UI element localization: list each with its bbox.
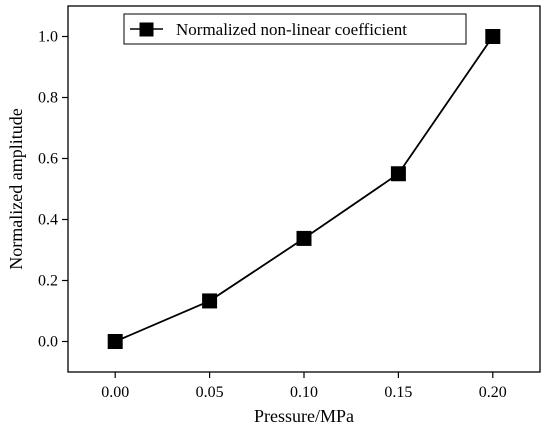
x-tick-label: 0.10 [290, 384, 318, 401]
x-tick-label: 0.15 [384, 384, 412, 401]
y-axis-title: Normalized amplitude [6, 108, 26, 269]
series-layer [107, 29, 501, 349]
x-tick-label: 0.00 [101, 384, 129, 401]
legend-box [123, 13, 467, 45]
legend: Normalized non-linear coefficient [123, 13, 467, 45]
y-tick-label: 0.2 [38, 273, 58, 290]
data-point [296, 230, 312, 246]
data-point [202, 293, 218, 309]
legend-label: Normalized non-linear coefficient [176, 20, 407, 39]
plot-frame [67, 5, 541, 373]
legend-marker [139, 22, 154, 37]
x-tick-label: 0.05 [196, 384, 224, 401]
series-line [114, 35, 494, 343]
x-tick-label: 0.20 [479, 384, 507, 401]
y-tick-label: 0.8 [38, 90, 58, 107]
y-tick-label: 0.6 [38, 151, 58, 168]
y-tick-label: 1.0 [38, 29, 58, 46]
x-axis-title: Pressure/MPa [254, 406, 354, 426]
data-point [390, 166, 406, 182]
y-axis-ticks: 0.0 0.2 0.4 0.6 0.8 1.0 [38, 29, 68, 351]
data-point [485, 29, 501, 44]
x-axis-ticks: 0.00 0.05 0.10 0.15 0.20 [101, 372, 507, 401]
y-tick-label: 0.4 [38, 212, 58, 229]
y-tick-label: 0.0 [38, 334, 58, 351]
data-point [107, 334, 123, 349]
